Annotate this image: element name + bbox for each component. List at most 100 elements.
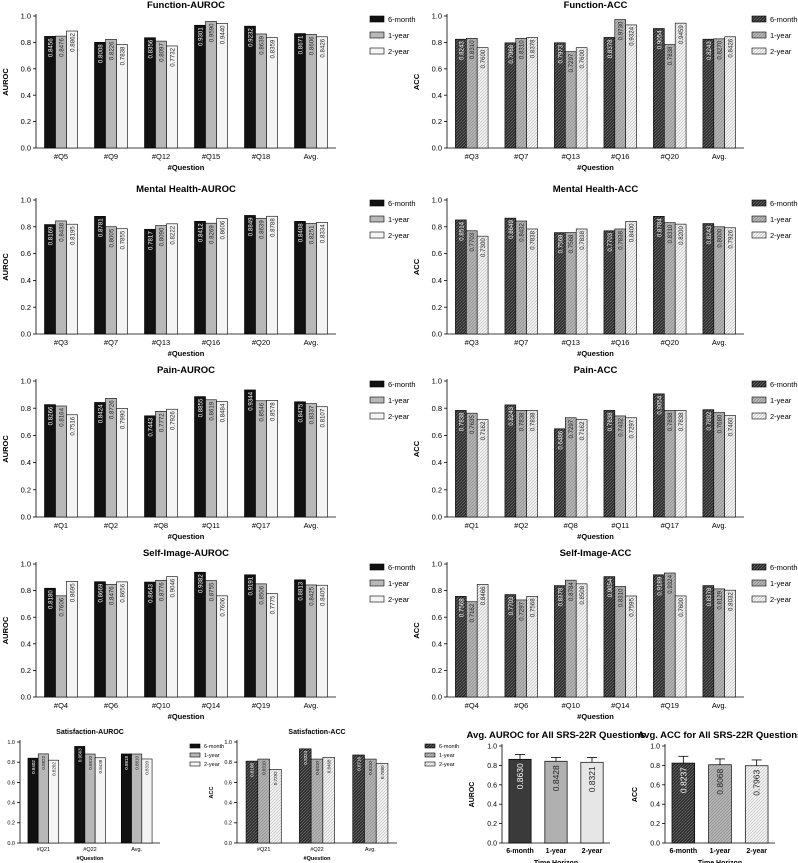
- bar: [166, 576, 178, 698]
- bar-value-label: 0.7838: [618, 230, 625, 249]
- bar-value-label: 0.8784: [656, 218, 663, 237]
- x-axis-label: #Question: [168, 163, 205, 172]
- x-tick-label: Avg.: [712, 338, 727, 347]
- bar-value-label: 0.8412: [197, 223, 204, 242]
- bar-value-label: 0.8356: [147, 39, 154, 58]
- chart-panel-4: Pain-AUROC 0.0 0.2 0.4 0.6 0.8 1.0 AUROC #Questi…: [1, 365, 416, 541]
- bar-value-label: 0.8432: [519, 222, 526, 241]
- legend-label: 1-year: [770, 396, 792, 405]
- x-tick-label: #Q19: [661, 701, 679, 710]
- bar-value-label: 0.8266: [47, 406, 54, 425]
- x-axis-label: Time Horizon: [698, 860, 742, 863]
- x-tick-label: #Q14: [611, 701, 629, 710]
- chart-panel-9: Satisfaction-ACC 0.0 0.2 0.4 0.6 0.8 1.0 ACC #Qu…: [209, 729, 459, 862]
- bar-value-label: 0.8269: [208, 225, 215, 244]
- x-tick-label: 6-month: [506, 848, 534, 855]
- bar: [526, 228, 538, 335]
- bar: [575, 47, 588, 149]
- chart-panel-7: Self-Image-ACC 0.0 0.2 0.4 0.6 0.8 1.0 ACC #Ques…: [412, 548, 798, 721]
- bar: [674, 223, 687, 335]
- bar-value-label: 0.9301: [197, 27, 204, 46]
- bar-value-label: 0.8639: [258, 35, 265, 54]
- x-tick-label: #Q7: [104, 338, 118, 347]
- bar-value-label: 0.9563: [78, 748, 83, 762]
- x-axis-label: Time Horizon: [534, 860, 578, 863]
- bar-value-label: 0.8222: [169, 225, 176, 244]
- legend-label: 6-month: [388, 380, 416, 389]
- legend-label: 1-year: [770, 579, 792, 588]
- y-tick-label: 0.6: [224, 780, 232, 786]
- legend-swatch: [369, 595, 385, 603]
- legend-swatch: [751, 595, 767, 603]
- bar: [66, 30, 78, 149]
- chart-title: Self-Image-ACC: [560, 548, 632, 559]
- x-tick-label: #Q19: [252, 701, 270, 710]
- y-tick-label: 0.4: [432, 639, 442, 648]
- bar-value-label: 0.7838: [458, 412, 465, 431]
- x-tick-label: Avg.: [304, 701, 319, 710]
- bar-value-label: 0.8546: [258, 402, 265, 421]
- bar-value-label: 0.8649: [508, 220, 515, 239]
- y-tick-label: 0.4: [224, 801, 232, 807]
- bar-value-label: 0.8108: [250, 763, 255, 777]
- x-tick-label: Avg.: [304, 338, 319, 347]
- legend-label: 6-month: [770, 380, 798, 389]
- bar-value-label: 0.8310: [261, 761, 266, 775]
- bar: [476, 584, 489, 698]
- bar: [116, 581, 128, 698]
- y-tick-label: 1.0: [650, 743, 660, 750]
- x-tick-label: #Q2: [104, 521, 118, 530]
- bar-value-label: 0.9344: [247, 391, 254, 410]
- bar-value-label: 0.7432: [618, 417, 625, 436]
- bar-value-label: 0.7838: [667, 412, 674, 431]
- bar-value-label: 0.8426: [728, 38, 735, 57]
- bar-value-label: 0.8378: [706, 587, 713, 606]
- x-tick-label: #Q16: [202, 338, 220, 347]
- y-tick-label: 0.8: [21, 404, 31, 413]
- bar-value-label: 0.7568: [458, 598, 465, 617]
- bar: [166, 223, 178, 335]
- y-tick-label: 1.0: [432, 196, 442, 205]
- legend-label: 1-year: [439, 753, 455, 759]
- bar-value-label: 0.8822: [41, 755, 46, 769]
- bar-value-label: 0.7973: [557, 44, 564, 63]
- legend-label: 1-year: [770, 31, 792, 40]
- bar-value-label: 0.8849: [247, 217, 254, 236]
- x-tick-label: #Q1: [465, 521, 479, 530]
- bar: [166, 408, 178, 518]
- y-tick-label: 0.8: [432, 404, 442, 413]
- y-axis-label: ACC: [209, 787, 215, 799]
- bar-value-label: 0.7968: [508, 44, 515, 63]
- bar-value-label: 0.7516: [69, 416, 76, 435]
- y-tick-label: 0.8: [21, 222, 31, 231]
- bar-value-label: 0.8402: [31, 760, 36, 774]
- bar: [526, 596, 538, 698]
- legend-label: 1-year: [388, 579, 410, 588]
- x-tick-label: #Q7: [514, 338, 528, 347]
- bar: [94, 757, 106, 844]
- legend-swatch: [369, 563, 385, 571]
- chart-panel-6: Self-Image-AUROC 0.0 0.2 0.4 0.6 0.8 1.0 AUROC #…: [1, 548, 416, 721]
- legend-swatch: [369, 47, 385, 55]
- legend-label: 2-year: [770, 595, 792, 604]
- bar: [166, 45, 178, 149]
- bar-value-label: 0.8068: [715, 768, 725, 794]
- x-tick-label: 2-year: [582, 848, 603, 855]
- y-axis-label: ACC: [412, 622, 421, 639]
- bar-value-label: 0.7162: [469, 603, 476, 622]
- bar: [116, 408, 128, 518]
- bar-value-label: 0.8243: [458, 41, 465, 60]
- bar: [674, 22, 687, 149]
- bar-value-label: 0.8237: [678, 767, 688, 793]
- bar-value-label: 0.8484: [219, 403, 226, 422]
- bar-value-label: 0.8726: [108, 400, 115, 419]
- bar-value-label: 0.8320: [145, 760, 150, 774]
- y-tick-label: 0.0: [21, 513, 31, 522]
- bar-value-label: 0.8310: [519, 40, 526, 59]
- y-tick-label: 0.6: [650, 782, 660, 789]
- legend-swatch: [424, 761, 436, 767]
- bar-value-label: 0.7855: [119, 230, 126, 249]
- bar-value-label: 0.8310: [469, 40, 476, 59]
- bar-value-label: 0.9324: [629, 26, 636, 45]
- bar-value-label: 0.9459: [678, 25, 685, 44]
